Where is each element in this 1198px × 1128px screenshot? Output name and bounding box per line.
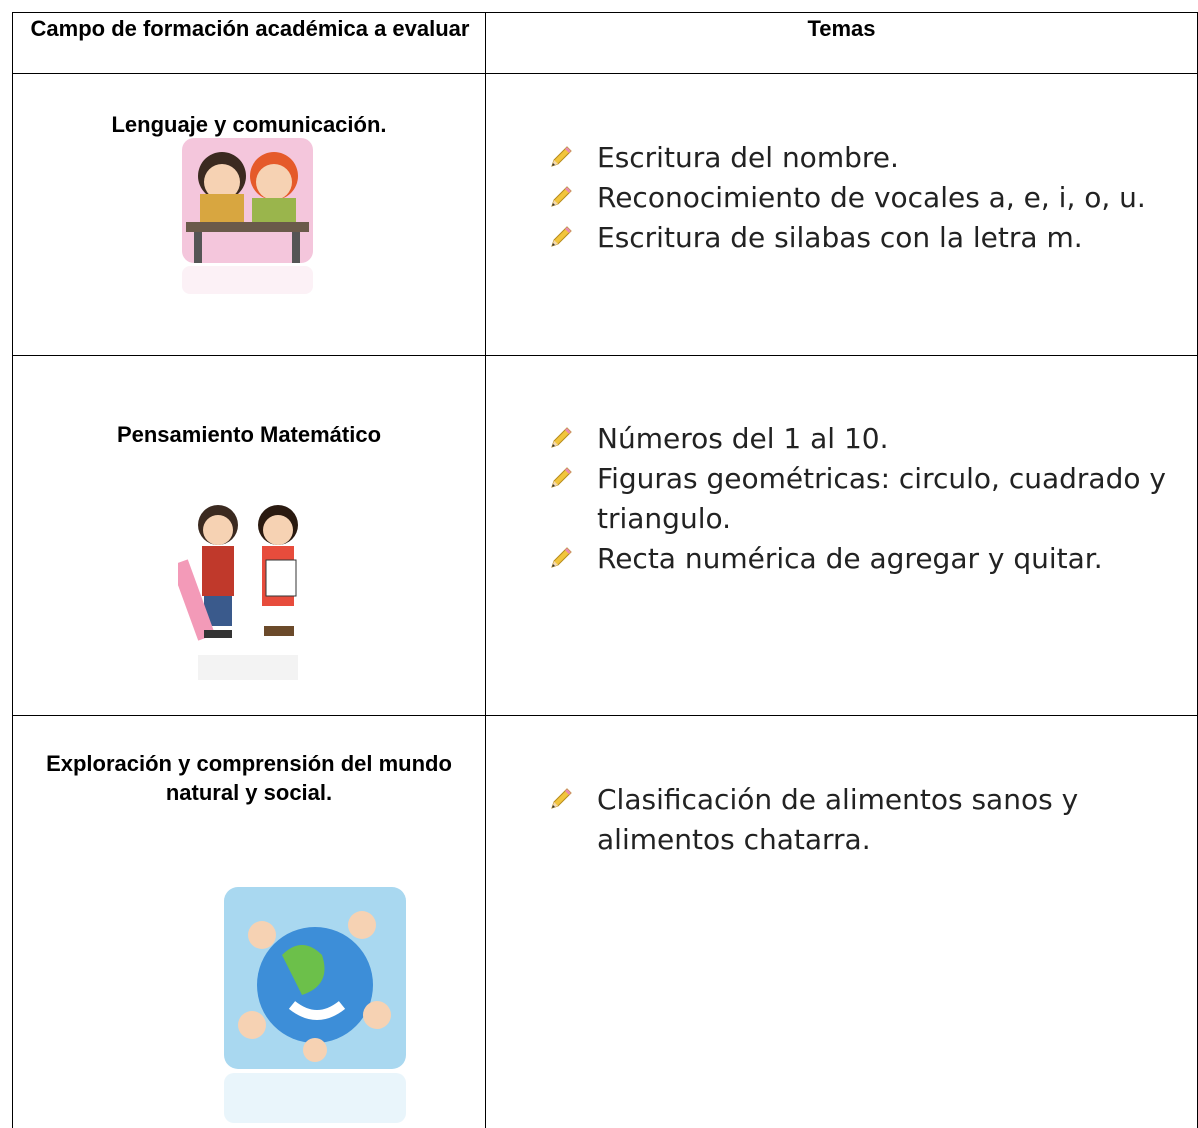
topic-list: Escritura del nombre. Reconocimiento de v… [548, 138, 1188, 258]
illustration [224, 887, 406, 1123]
topic-text: Clasificación de alimentos sanos y alime… [597, 783, 1079, 856]
field-name: Pensamiento Matemático [116, 422, 382, 447]
field-name: Exploración y comprensión del mundo natu… [46, 751, 452, 805]
topic-item: Figuras geométricas: circulo, cuadrado y… [548, 459, 1188, 539]
topic-item: Clasificación de alimentos sanos y alime… [548, 780, 1188, 860]
topic-text: Figuras geométricas: circulo, cuadrado y… [597, 462, 1166, 535]
pencil-icon [551, 788, 572, 809]
topic-item: Reconocimiento de vocales a, e, i, o, u. [548, 178, 1188, 218]
topic-text: Recta numérica de agregar y quitar. [597, 542, 1103, 575]
pencil-icon [551, 146, 572, 167]
pencil-icon [551, 547, 572, 568]
topic-text: Escritura del nombre. [597, 141, 899, 174]
pencil-icon [551, 226, 572, 247]
border [12, 73, 1198, 74]
border [12, 12, 1198, 13]
topic-item: Escritura de silabas con la letra m. [548, 218, 1188, 258]
topic-text: Escritura de silabas con la letra m. [597, 221, 1083, 254]
pencil-icon [551, 467, 572, 488]
border [12, 715, 1198, 716]
header-cell: Temas [807, 16, 876, 41]
illustration [178, 505, 298, 680]
illustration [182, 138, 313, 294]
pencil-icon [551, 427, 572, 448]
topic-text: Reconocimiento de vocales a, e, i, o, u. [597, 181, 1146, 214]
border [12, 12, 13, 1128]
border [12, 355, 1198, 356]
topic-text: Números del 1 al 10. [597, 422, 889, 455]
topic-list: Clasificación de alimentos sanos y alime… [548, 780, 1188, 860]
field-name: Lenguaje y comunicación. [111, 112, 387, 137]
topic-item: Números del 1 al 10. [548, 419, 1188, 459]
topic-item: Recta numérica de agregar y quitar. [548, 539, 1188, 579]
pencil-icon [551, 186, 572, 207]
topic-list: Números del 1 al 10. Figuras geométricas:… [548, 419, 1188, 579]
header-cell: Campo de formación académica a evaluar [30, 16, 470, 41]
border [485, 12, 486, 1128]
topic-item: Escritura del nombre. [548, 138, 1188, 178]
